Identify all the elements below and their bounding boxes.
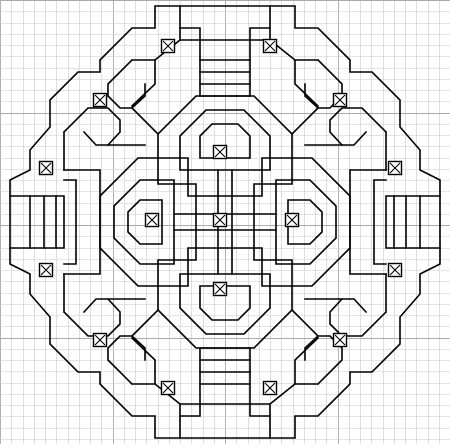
cross-stitch-box-icon: [332, 92, 348, 108]
outer-frame: [9, 5, 441, 439]
cross-stitch-box-icon: [160, 380, 176, 396]
cross-stitch-box-icon: [38, 262, 54, 278]
cross-stitch-box-icon: [284, 212, 300, 228]
right-bar-stack: [349, 169, 441, 275]
cross-stitch-box-icon: [262, 380, 278, 396]
cross-stitch-box-icon: [387, 262, 403, 278]
cross-stitch-marks: [38, 38, 403, 396]
cross-stitch-box-icon: [160, 38, 176, 54]
cross-stitch-box-icon: [212, 212, 228, 228]
cross-stitch-box-icon: [92, 92, 108, 108]
cross-stitch-box-icon: [38, 160, 54, 176]
cross-stitch-box-icon: [144, 212, 160, 228]
bottom-bar-stack: [130, 336, 320, 439]
cross-stitch-box-icon: [262, 38, 278, 54]
cross-stitch-box-icon: [212, 281, 228, 297]
top-bar-stack: [130, 5, 320, 108]
medallion-pattern: [9, 5, 441, 439]
cross-stitch-box-icon: [92, 332, 108, 348]
cross-stitch-box-icon: [212, 144, 228, 160]
corner-lobes: [62, 58, 388, 386]
inner-rings: [99, 95, 351, 349]
cross-stitch-box-icon: [387, 160, 403, 176]
cross-stitch-box-icon: [332, 332, 348, 348]
